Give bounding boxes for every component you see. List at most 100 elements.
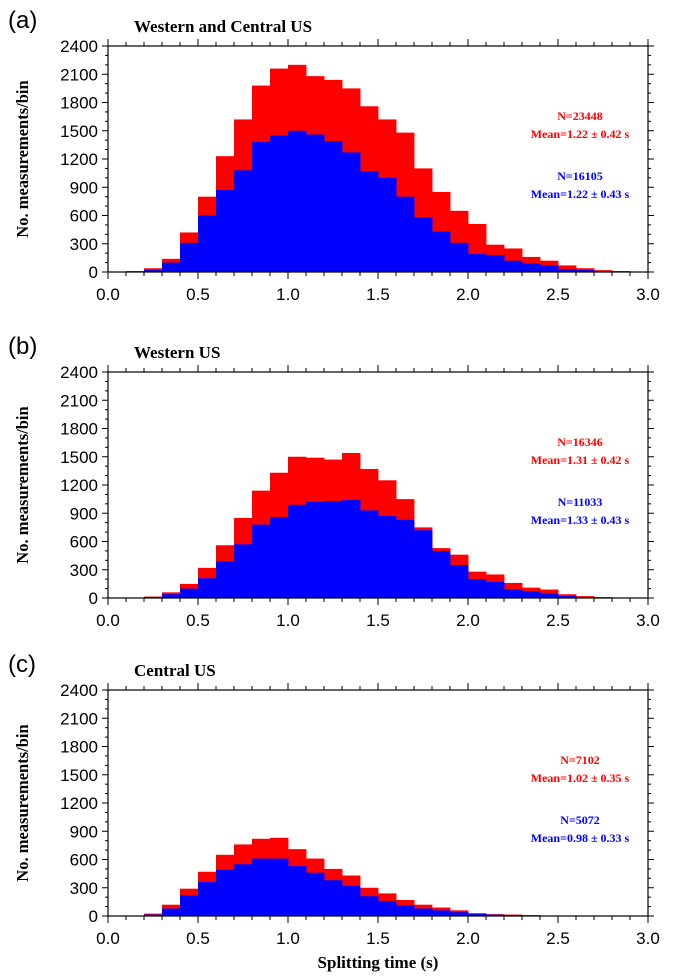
histogram-bar (360, 896, 379, 916)
y-tick-label: 1800 (60, 420, 98, 439)
y-tick-label: 2100 (60, 391, 98, 410)
histogram-bar (378, 516, 397, 598)
y-axis-label: No. measurements/bin (13, 724, 32, 881)
x-tick-label: 3.0 (636, 929, 660, 948)
histogram-bar (216, 190, 235, 272)
histogram-bar (522, 263, 541, 272)
y-tick-label: 2100 (60, 65, 98, 84)
x-axis: 0.0 0.5 1.0 1.5 2.0 2.5 3.0 (96, 365, 660, 630)
histogram-bar (270, 858, 289, 916)
histogram-bar (162, 908, 181, 916)
histogram-bar (468, 254, 487, 272)
histogram-bar (558, 265, 577, 272)
y-tick-label: 0 (89, 263, 98, 282)
histogram-bar (306, 134, 325, 272)
stat-mean-all: Mean=1.22 ± 0.42 s (531, 127, 630, 141)
histogram-bar (306, 872, 325, 916)
histogram-bar (180, 895, 199, 916)
histogram-bar (450, 242, 469, 272)
y-tick-label: 1800 (60, 738, 98, 757)
stat-count-subset: N=16105 (557, 169, 603, 183)
y-tick-label: 2400 (60, 37, 98, 56)
x-tick-label: 2.5 (546, 611, 570, 630)
panels: (a) Western and Central US 0 300 600 900 1200 1… (8, 7, 660, 948)
histogram-bar (558, 269, 577, 272)
x-tick-label: 2.5 (546, 285, 570, 304)
y-tick-label: 600 (70, 851, 98, 870)
series-subset (108, 500, 649, 598)
y-tick-label: 2100 (60, 709, 98, 728)
panel-letter: (a) (8, 7, 37, 34)
histogram-bar (504, 260, 523, 272)
x-tick-label: 1.0 (276, 611, 300, 630)
histogram-bar (360, 510, 379, 598)
histogram-bar (486, 914, 505, 916)
histogram-bar (162, 262, 181, 272)
histogram-bar (180, 588, 199, 598)
x-tick-label: 0.0 (96, 285, 120, 304)
histogram-bar (288, 866, 307, 916)
x-tick-label: 2.0 (456, 611, 480, 630)
histogram-bar (576, 270, 595, 272)
histogram-bar (324, 141, 343, 272)
histogram-bar (324, 501, 343, 598)
series-subset (108, 858, 613, 916)
x-tick-label: 1.5 (366, 929, 390, 948)
histogram-bar (432, 231, 451, 272)
histogram-bar (288, 504, 307, 598)
histogram-bar (198, 882, 217, 916)
x-tick-label: 1.0 (276, 929, 300, 948)
histogram-bar (180, 242, 199, 272)
histogram-bar (432, 550, 451, 598)
x-tick-label: 0.0 (96, 611, 120, 630)
histogram-bar (324, 880, 343, 916)
histogram-bar (342, 885, 361, 916)
x-tick-label: 3.0 (636, 285, 660, 304)
y-tick-label: 900 (70, 178, 98, 197)
histogram-bar (486, 581, 505, 598)
histogram-bar (414, 908, 433, 916)
histogram-bar (216, 869, 235, 916)
histogram-bar (378, 177, 397, 272)
y-tick-label: 300 (70, 879, 98, 898)
x-axis: 0.0 0.5 1.0 1.5 2.0 2.5 3.0 (96, 39, 660, 304)
y-tick-label: 1800 (60, 94, 98, 113)
panel-title: Western US (134, 343, 220, 362)
histogram-bar (540, 265, 559, 272)
x-tick-label: 2.5 (546, 929, 570, 948)
histogram-bar (144, 914, 163, 916)
panel-letter: (c) (8, 651, 36, 678)
stat-mean-subset: Mean=1.22 ± 0.43 s (531, 187, 630, 201)
histogram-bar (234, 170, 253, 272)
histogram-bar (270, 517, 289, 598)
histogram-bar (144, 270, 163, 272)
x-tick-label: 1.0 (276, 285, 300, 304)
histogram-bar (396, 519, 415, 598)
y-tick-label: 2400 (60, 363, 98, 382)
y-tick-label: 0 (89, 907, 98, 926)
panel-a: (a) Western and Central US 0 300 600 900 1200 1… (8, 7, 660, 304)
histogram-bar (234, 544, 253, 598)
histogram-bar (216, 561, 235, 598)
histogram-bar (450, 912, 469, 916)
histogram-bar (450, 565, 469, 598)
x-tick-label: 3.0 (636, 611, 660, 630)
histogram-bar (306, 501, 325, 598)
stat-mean-all: Mean=1.02 ± 0.35 s (531, 771, 630, 785)
stat-count-all: N=16346 (557, 435, 603, 449)
histogram-bar (252, 524, 271, 598)
histogram-bar (468, 579, 487, 598)
histogram-bar (342, 500, 361, 598)
y-tick-label: 300 (70, 561, 98, 580)
histogram-bar (486, 255, 505, 272)
y-tick-label: 900 (70, 822, 98, 841)
histogram-bar (468, 914, 487, 916)
stat-count-subset: N=5072 (560, 813, 600, 827)
series-subset (108, 130, 649, 272)
y-tick-label: 600 (70, 533, 98, 552)
x-tick-label: 0.5 (186, 285, 210, 304)
x-tick-label: 0.0 (96, 929, 120, 948)
histogram-bar (342, 152, 361, 272)
x-axis: 0.0 0.5 1.0 1.5 2.0 2.5 3.0 (96, 683, 660, 948)
histogram-bar (396, 196, 415, 272)
